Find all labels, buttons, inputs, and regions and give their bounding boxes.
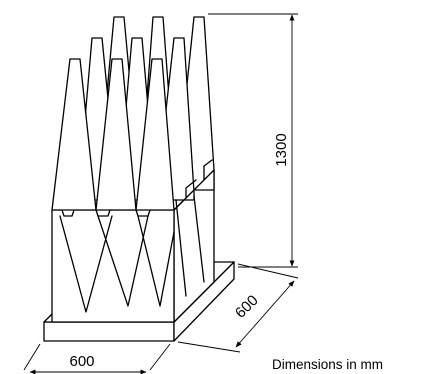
- height-label: 1300: [273, 133, 290, 166]
- units-note: Dimensions in mm: [272, 357, 383, 372]
- middle-row-pyramids: [77, 37, 195, 201]
- width-label: 600: [69, 353, 94, 370]
- lower-wedge-lines: [59, 195, 205, 313]
- depth-label: 600: [232, 292, 262, 322]
- front-row-pyramids: [51, 58, 175, 211]
- height-dimension: 1300: [208, 13, 298, 268]
- width-dimension: 600: [23, 343, 171, 374]
